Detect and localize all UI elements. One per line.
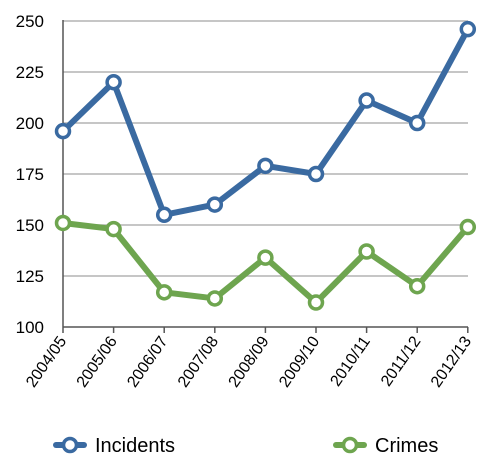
legend-swatch-marker [61, 436, 79, 454]
data-point [257, 249, 274, 266]
y-tick-label: 100 [16, 318, 44, 337]
data-point [307, 294, 325, 311]
y-tick-label: 125 [16, 267, 44, 286]
data-point [459, 20, 477, 38]
series-crimes [54, 214, 477, 311]
x-tick-label: 2007/08 [175, 333, 222, 390]
series-incidents [54, 20, 477, 224]
x-tick-label: 2004/05 [23, 333, 70, 390]
data-point [358, 243, 375, 260]
legend-item-incidents: Incidents [53, 435, 175, 457]
data-point [307, 165, 325, 183]
x-tick-label: 2005/06 [74, 333, 121, 390]
y-tick-label: 225 [16, 63, 44, 82]
data-point [408, 114, 426, 132]
data-point [105, 220, 122, 238]
y-tick-label: 150 [16, 216, 44, 235]
data-point [206, 196, 224, 213]
x-tick-label: 2009/10 [276, 333, 323, 390]
y-tick-label: 200 [16, 114, 44, 133]
data-series [54, 20, 477, 311]
y-axis-tick-labels: 100 125 150 175 200 225 250 [16, 12, 44, 337]
x-tick-label: 2006/07 [124, 333, 171, 390]
legend-item-crimes: Crimes [333, 435, 438, 457]
y-tick-label: 250 [16, 12, 44, 31]
data-point [54, 214, 72, 232]
x-tick-label: 2010/11 [327, 333, 373, 389]
axes [62, 20, 469, 333]
legend-label: Incidents [95, 435, 175, 457]
data-point [54, 122, 72, 140]
data-point [459, 218, 477, 236]
data-point [155, 284, 173, 301]
data-point [358, 92, 375, 109]
series-line [60, 26, 471, 218]
x-axis-tick-labels: 2004/05 2005/06 2006/07 2007/08 2008/09 2009/… [23, 333, 475, 390]
data-point [155, 206, 173, 224]
x-tick-label: 2008/09 [226, 333, 273, 390]
legend-swatch-marker [341, 436, 359, 454]
y-tick-label: 175 [16, 165, 44, 184]
data-point [408, 277, 426, 295]
data-point [257, 157, 274, 175]
legend: Incidents Crimes [53, 435, 438, 457]
x-tick-label: 2012/13 [428, 333, 475, 390]
data-point [206, 290, 224, 307]
data-point [105, 73, 122, 91]
x-tick-label: 2011/12 [378, 333, 424, 389]
legend-label: Crimes [375, 435, 438, 457]
